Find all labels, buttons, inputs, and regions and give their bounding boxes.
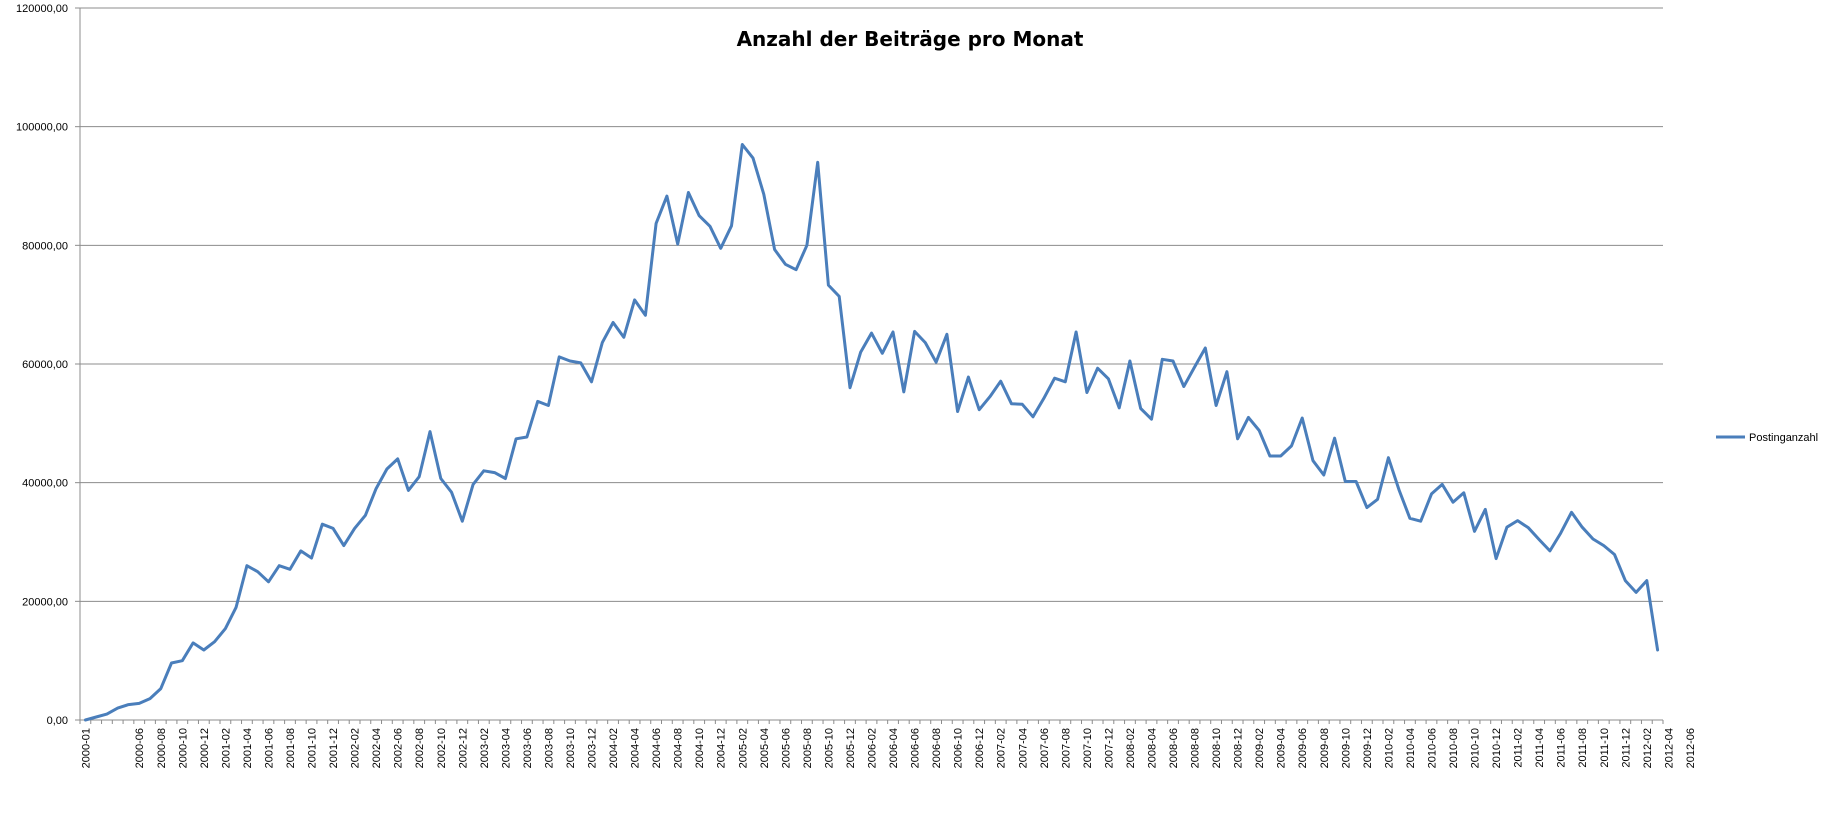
x-tick-label: 2000-08	[156, 728, 168, 768]
x-tick-label: 2002-02	[350, 728, 362, 768]
chart-title: Anzahl der Beiträge pro Monat	[737, 27, 1084, 51]
x-tick-label: 2007-08	[1060, 728, 1072, 768]
x-tick-label: 2008-10	[1211, 728, 1223, 768]
x-tick-label: 2006-04	[888, 728, 900, 768]
x-tick-label: 2002-12	[457, 728, 469, 768]
x-tick-label: 2002-10	[436, 728, 448, 768]
x-tick-label: 2012-02	[1642, 728, 1654, 768]
x-tick-label: 2001-10	[307, 728, 319, 768]
x-tick-label: 2008-06	[1168, 728, 1180, 768]
x-tick-label: 2011-04	[1534, 728, 1546, 768]
x-tick-label: 2004-12	[716, 728, 728, 768]
x-tick-label: 2010-10	[1470, 728, 1482, 768]
x-tick-label: 2011-10	[1599, 728, 1611, 768]
x-tick-label: 2011-08	[1577, 728, 1589, 768]
x-tick-label: 2010-08	[1448, 728, 1460, 768]
x-tick-label: 2005-10	[823, 728, 835, 768]
x-tick-label: 2005-12	[845, 728, 857, 768]
series-layer	[83, 143, 1660, 722]
x-tick-label: 2010-12	[1491, 728, 1503, 768]
y-tick-label: 0,00	[47, 715, 68, 727]
y-tick-label: 120000,00	[16, 3, 68, 15]
x-tick-label: 2009-10	[1340, 728, 1352, 768]
x-tick-label: 2002-04	[371, 728, 383, 768]
x-tick-label: 2006-12	[974, 728, 986, 768]
x-tick-label: 2008-04	[1146, 728, 1158, 768]
series-line-postinganzahl	[83, 143, 1660, 722]
y-tick-label: 20000,00	[22, 596, 68, 608]
x-tick-label: 2011-02	[1513, 728, 1525, 768]
grid-layer	[80, 7, 1663, 602]
x-tick-label: 2003-08	[543, 728, 555, 768]
y-tick-label: 40000,00	[22, 478, 68, 490]
x-tick-label: 2006-08	[931, 728, 943, 768]
x-tick-label: 2008-12	[1233, 728, 1245, 768]
legend-label: Postinganzahl	[1749, 432, 1818, 444]
x-tick-label: 2003-04	[500, 728, 512, 768]
x-tick-label: 2012-06	[1685, 728, 1697, 768]
x-tick-label: 2000-12	[199, 728, 211, 768]
x-tick-label: 2009-12	[1362, 728, 1374, 768]
x-tick-label: 2001-04	[242, 728, 254, 768]
x-tick-label: 2008-02	[1125, 728, 1137, 768]
x-tick-label: 2011-12	[1620, 728, 1632, 768]
x-tick-label: 2003-12	[587, 728, 599, 768]
x-tick-label: 2005-02	[737, 728, 749, 768]
x-tick-label: 2001-06	[263, 728, 275, 768]
x-tick-label: 2003-06	[522, 728, 534, 768]
x-tick-label: 2006-06	[910, 728, 922, 768]
x-tick-label: 2005-08	[802, 728, 814, 768]
x-tick-label: 2000-10	[177, 728, 189, 768]
x-tick-label: 2012-04	[1663, 728, 1675, 768]
x-tick-label: 2007-02	[996, 728, 1008, 768]
x-tick-label: 2011-06	[1556, 728, 1568, 768]
x-tick-label: 2001-12	[328, 728, 340, 768]
x-tick-label: 2000-01	[80, 728, 92, 768]
y-tick-label: 80000,00	[22, 240, 68, 252]
x-tick-label: 2007-10	[1082, 728, 1094, 768]
x-tick-label: 2010-04	[1405, 728, 1417, 768]
x-tick-label: 2004-08	[673, 728, 685, 768]
x-tick-label: 2009-02	[1254, 728, 1266, 768]
x-tick-label: 2003-02	[479, 728, 491, 768]
x-tick-label: 2006-10	[953, 728, 965, 768]
x-tick-label: 2009-04	[1276, 728, 1288, 768]
x-tick-label: 2004-06	[651, 728, 663, 768]
x-tick-label: 2005-04	[759, 728, 771, 768]
x-tick-label: 2007-06	[1039, 728, 1051, 768]
axis-layer: 0,00 20000,00 40000,00 60000,00 80000,00 1000…	[16, 3, 1697, 768]
x-tick-label: 2003-10	[565, 728, 577, 768]
x-tick-label: 2007-04	[1017, 728, 1029, 768]
x-tick-label: 2009-08	[1319, 728, 1331, 768]
x-tick-label: 2002-08	[414, 728, 426, 768]
x-tick-label: 2004-10	[694, 728, 706, 768]
y-tick-label: 100000,00	[16, 122, 68, 134]
x-tick-label: 2004-04	[630, 728, 642, 768]
x-tick-label: 2005-06	[780, 728, 792, 768]
x-tick-label: 2010-02	[1383, 728, 1395, 768]
x-tick-label: 2009-06	[1297, 728, 1309, 768]
legend: Postinganzahl	[1716, 432, 1818, 444]
x-tick-label: 2010-06	[1426, 728, 1438, 768]
y-tick-label: 60000,00	[22, 359, 68, 371]
x-tick-label: 2000-06	[134, 728, 146, 768]
x-tick-label: 2001-02	[220, 728, 232, 768]
x-tick-label: 2008-08	[1190, 728, 1202, 768]
x-tick-label: 2006-02	[867, 728, 879, 768]
x-tick-label: 2001-08	[285, 728, 297, 768]
x-tick-label: 2004-02	[608, 728, 620, 768]
x-tick-label: 2007-12	[1103, 728, 1115, 768]
x-tick-label: 2002-06	[393, 728, 405, 768]
